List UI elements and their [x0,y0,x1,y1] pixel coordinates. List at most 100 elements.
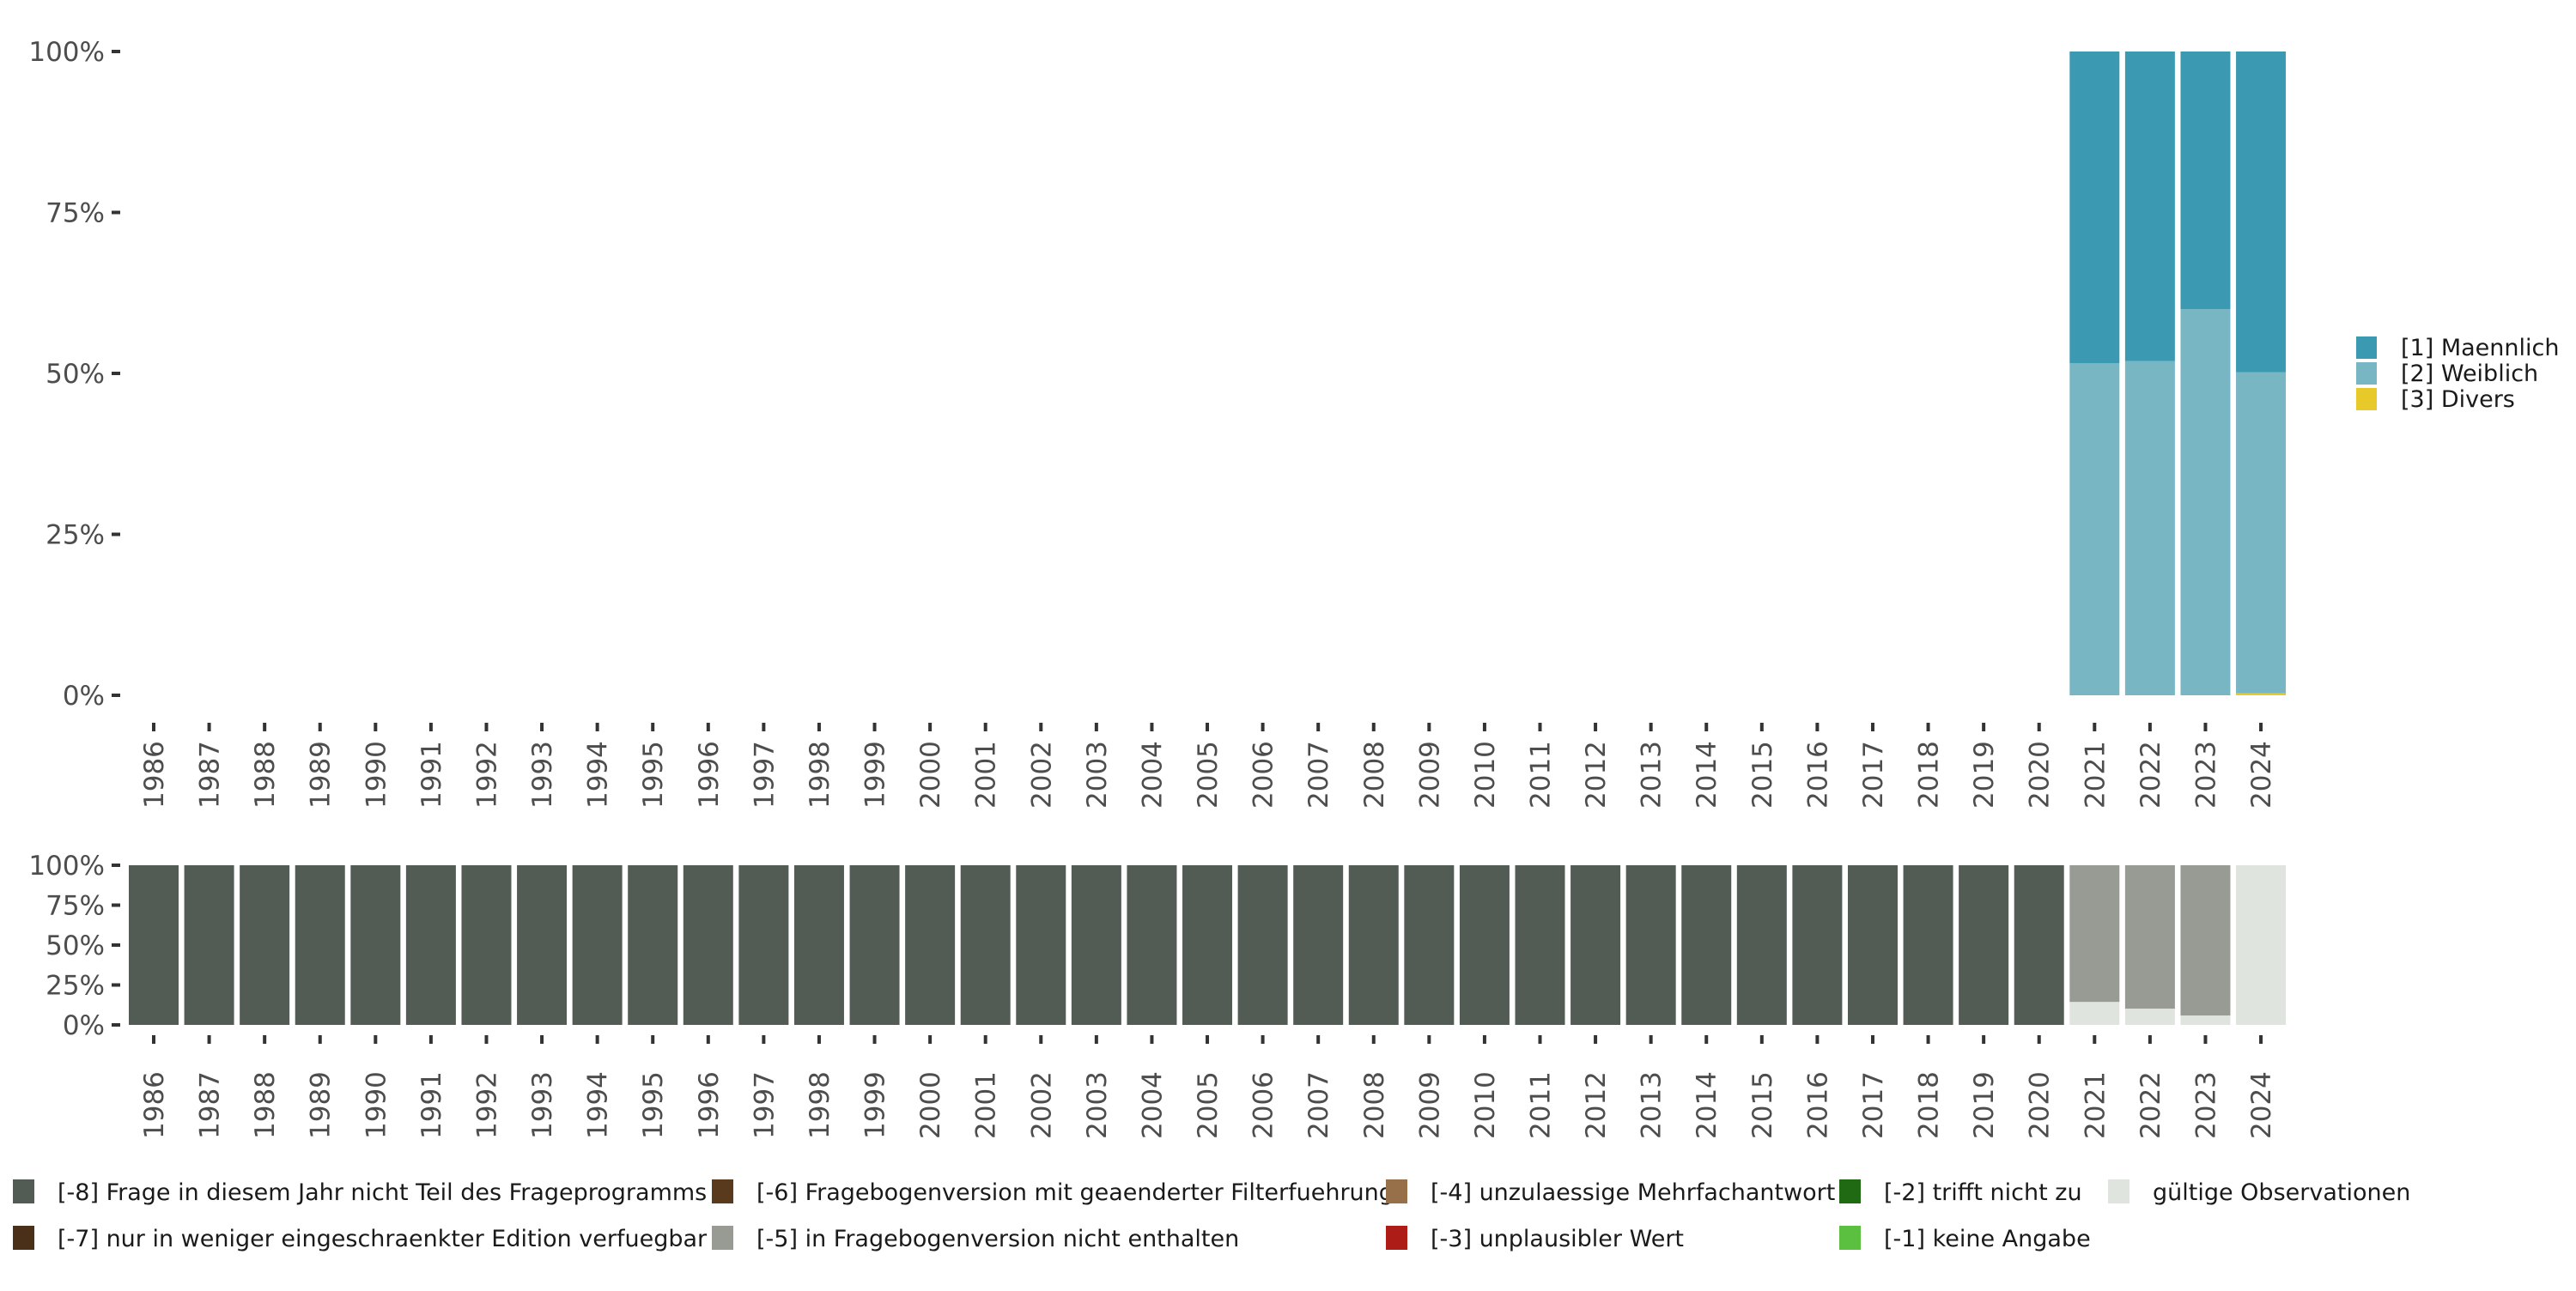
legend-swatch [1839,1226,1861,1250]
y-tick-label: 100% [28,851,105,882]
x-tick-label: 1988 [250,741,281,809]
legend-label: [1] Maennlich [2401,335,2559,361]
bar-segment [517,865,568,1025]
bar-segment [960,865,1011,1025]
bar-segment [1959,865,2009,1025]
legend-label: [3] Divers [2401,386,2515,413]
x-tick-label: 2016 [1802,741,1833,809]
x-tick-label: 2009 [1414,1071,1445,1139]
x-tick-label: 2013 [1637,741,1668,809]
bar-segment [240,865,290,1025]
x-tick-label: 2008 [1359,741,1390,809]
x-tick-label: 2023 [2190,1071,2221,1139]
bar-segment [2236,372,2287,694]
bar-segment [2014,865,2064,1025]
x-tick-label: 1992 [471,741,502,809]
bar-segment [184,865,234,1025]
x-tick-label: 1993 [527,1071,558,1139]
bar-segment [2124,865,2175,1009]
x-tick-label: 2024 [2246,741,2277,809]
x-tick-label: 1999 [860,741,891,809]
x-tick-label: 2018 [1914,741,1945,809]
missing-values-plot: 0% 25% 50% 75% 100% 1986 1987 1988 1989 1990 1991 1… [28,851,2287,1139]
x-tick-label: 2011 [1526,1071,1557,1139]
x-tick-label: 1999 [860,1071,891,1139]
x-tick-label: 2020 [2025,1071,2056,1139]
legend-label: [-4] unzulaessige Mehrfachantwort [1431,1179,1835,1206]
bar-segment [2236,52,2287,373]
bar-segment [2069,1002,2120,1025]
bar-segment [2236,693,2287,695]
y-tick-label: 50% [46,359,105,390]
x-tick-label: 2005 [1193,1071,1224,1139]
x-tick-label: 2011 [1526,741,1557,809]
bar-segment [461,865,512,1025]
legend-label: gültige Observationen [2153,1179,2410,1206]
x-tick-label: 1986 [139,1071,170,1139]
bar-segment [2124,1009,2175,1025]
y-tick-label: 0% [63,1010,105,1041]
bar-segment [1404,865,1455,1025]
x-tick-label: 1998 [805,1071,835,1139]
x-tick-label: 2024 [2246,1071,2277,1139]
bar-segment [2069,363,2120,695]
x-tick-label: 2019 [1969,741,2000,809]
x-tick-label: 2021 [2080,1071,2111,1139]
x-tick-label: 2001 [971,741,1002,809]
x-tick-label: 1998 [805,741,835,809]
x-tick-label: 2000 [915,1071,946,1139]
legend-label: [-7] nur in weniger eingeschraenkter Edi… [58,1226,708,1252]
bar-segment [738,865,789,1025]
legend-swatch [712,1179,733,1203]
x-tick-label: 1995 [638,1071,669,1139]
bar-segment [405,865,456,1025]
x-tick-label: 2010 [1470,1071,1501,1139]
x-tick-label: 1995 [638,741,669,809]
bar-segment [2180,309,2231,695]
bar-segment [1625,865,1676,1025]
legend-swatch [2356,362,2377,385]
bar-segment [628,865,678,1025]
x-tick-label: 2004 [1137,1071,1168,1139]
x-tick-label: 2012 [1581,1071,1612,1139]
x-tick-label: 2012 [1581,741,1612,809]
legend-label: [2] Weiblich [2401,361,2538,387]
bar-segment [905,865,956,1025]
x-tick-label: 2009 [1414,741,1445,809]
bar-segment [1016,865,1066,1025]
x-tick-label: 2010 [1470,741,1501,809]
bar-segment [1071,865,1121,1025]
bar-segment [2180,52,2231,309]
x-tick-label: 1991 [416,1071,447,1139]
x-tick-label: 2001 [971,1071,1002,1139]
x-tick-label: 1990 [361,1071,392,1139]
x-tick-label: 2014 [1692,1071,1722,1139]
x-tick-label: 2002 [1026,741,1057,809]
y-tick-label: 75% [46,198,105,229]
bar-segment [350,865,401,1025]
x-tick-label: 2017 [1858,1071,1889,1139]
x-tick-label: 2000 [915,741,946,809]
x-tick-label: 2017 [1858,741,1889,809]
x-tick-label: 2015 [1747,741,1778,809]
y-tick-label: 25% [46,520,105,551]
legend-label: [-1] keine Angabe [1884,1226,2091,1252]
x-tick-label: 2015 [1747,1071,1778,1139]
x-tick-label: 2014 [1692,741,1722,809]
x-tick-label: 2021 [2080,741,2111,809]
bar-segment [793,865,844,1025]
bar-segment [1182,865,1233,1025]
y-tick-label: 75% [46,891,105,922]
x-tick-label: 2003 [1082,741,1113,809]
legend-swatch [13,1226,34,1250]
x-tick-label: 2020 [2025,741,2056,809]
bar-segment [2069,52,2120,363]
x-tick-label: 2022 [2136,741,2166,809]
x-tick-label: 1989 [306,1071,337,1139]
x-tick-label: 2006 [1249,1071,1279,1139]
legend-label: [-5] in Fragebogenversion nicht enthalte… [756,1226,1239,1252]
x-tick-label: 1986 [139,741,170,809]
y-tick-label: 50% [46,930,105,961]
x-tick-label: 2007 [1303,741,1334,809]
x-tick-label: 1994 [583,1071,614,1139]
